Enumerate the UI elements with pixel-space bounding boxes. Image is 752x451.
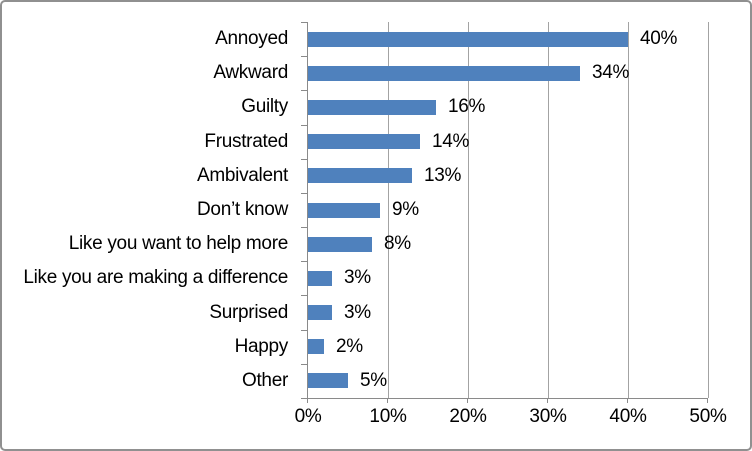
bar — [308, 202, 380, 218]
value-label: 5% — [360, 369, 387, 391]
category-label: Guilty — [241, 96, 288, 118]
y-axis-tick — [301, 363, 307, 365]
category-label: Other — [241, 369, 288, 391]
y-axis-tick — [301, 329, 307, 331]
plot-area: 40% 34% 16% 14% 13% 9% 8% 3% 3% 2% 5% — [308, 22, 709, 398]
value-label: 40% — [640, 28, 678, 50]
bar — [308, 236, 372, 252]
x-tick-label: 50% — [689, 406, 727, 427]
x-axis-tick — [707, 398, 708, 403]
bar — [308, 305, 332, 321]
y-axis-tick — [301, 295, 307, 297]
y-axis-tick — [301, 192, 307, 194]
x-axis-tick — [387, 398, 388, 403]
x-tick-label: 20% — [449, 406, 487, 427]
category-label: Annoyed — [215, 28, 288, 50]
y-axis-tick — [301, 261, 307, 263]
bar — [308, 373, 348, 389]
x-axis-tick — [547, 398, 548, 403]
value-label: 3% — [344, 267, 371, 289]
gridline — [627, 22, 629, 398]
y-axis-tick — [301, 22, 307, 23]
gridline — [547, 22, 549, 398]
value-label: 8% — [384, 233, 411, 255]
y-axis-tick — [301, 227, 307, 229]
x-tick-label: 0% — [294, 406, 322, 427]
category-label: Happy — [234, 335, 289, 357]
gridline — [467, 22, 469, 398]
bar — [308, 168, 412, 184]
bar — [308, 134, 420, 150]
y-axis-line — [307, 22, 308, 399]
value-label: 9% — [392, 198, 419, 220]
y-axis-tick — [301, 90, 307, 92]
gridline — [387, 22, 389, 398]
x-tick-label: 30% — [529, 406, 567, 427]
x-tick-label: 10% — [369, 406, 407, 427]
y-axis-tick — [301, 158, 307, 160]
gridline — [707, 22, 709, 398]
category-label: Like you are making a difference — [23, 267, 288, 289]
category-label: Awkward — [213, 62, 288, 84]
value-label: 2% — [336, 335, 363, 357]
bar — [308, 99, 436, 115]
value-label: 16% — [448, 96, 486, 118]
category-label: Don’t know — [197, 198, 288, 220]
x-axis-tick — [627, 398, 628, 403]
y-axis-tick — [301, 398, 307, 399]
y-axis-tick — [301, 124, 307, 126]
x-axis-tick — [467, 398, 468, 403]
x-axis-tick — [307, 398, 308, 403]
category-label: Like you want to help more — [68, 233, 289, 255]
category-label: Ambivalent — [197, 164, 288, 186]
bar — [308, 339, 324, 355]
value-label: 3% — [344, 301, 371, 323]
x-tick-label: 40% — [609, 406, 647, 427]
value-label: 13% — [424, 164, 462, 186]
value-label: 14% — [432, 130, 470, 152]
x-axis-line — [307, 398, 708, 399]
bar — [308, 31, 628, 47]
bar — [308, 65, 580, 81]
category-label: Surprised — [209, 301, 288, 323]
category-label: Frustrated — [204, 130, 288, 152]
bar — [308, 270, 332, 286]
y-axis-tick — [301, 56, 307, 58]
value-label: 34% — [592, 62, 630, 84]
